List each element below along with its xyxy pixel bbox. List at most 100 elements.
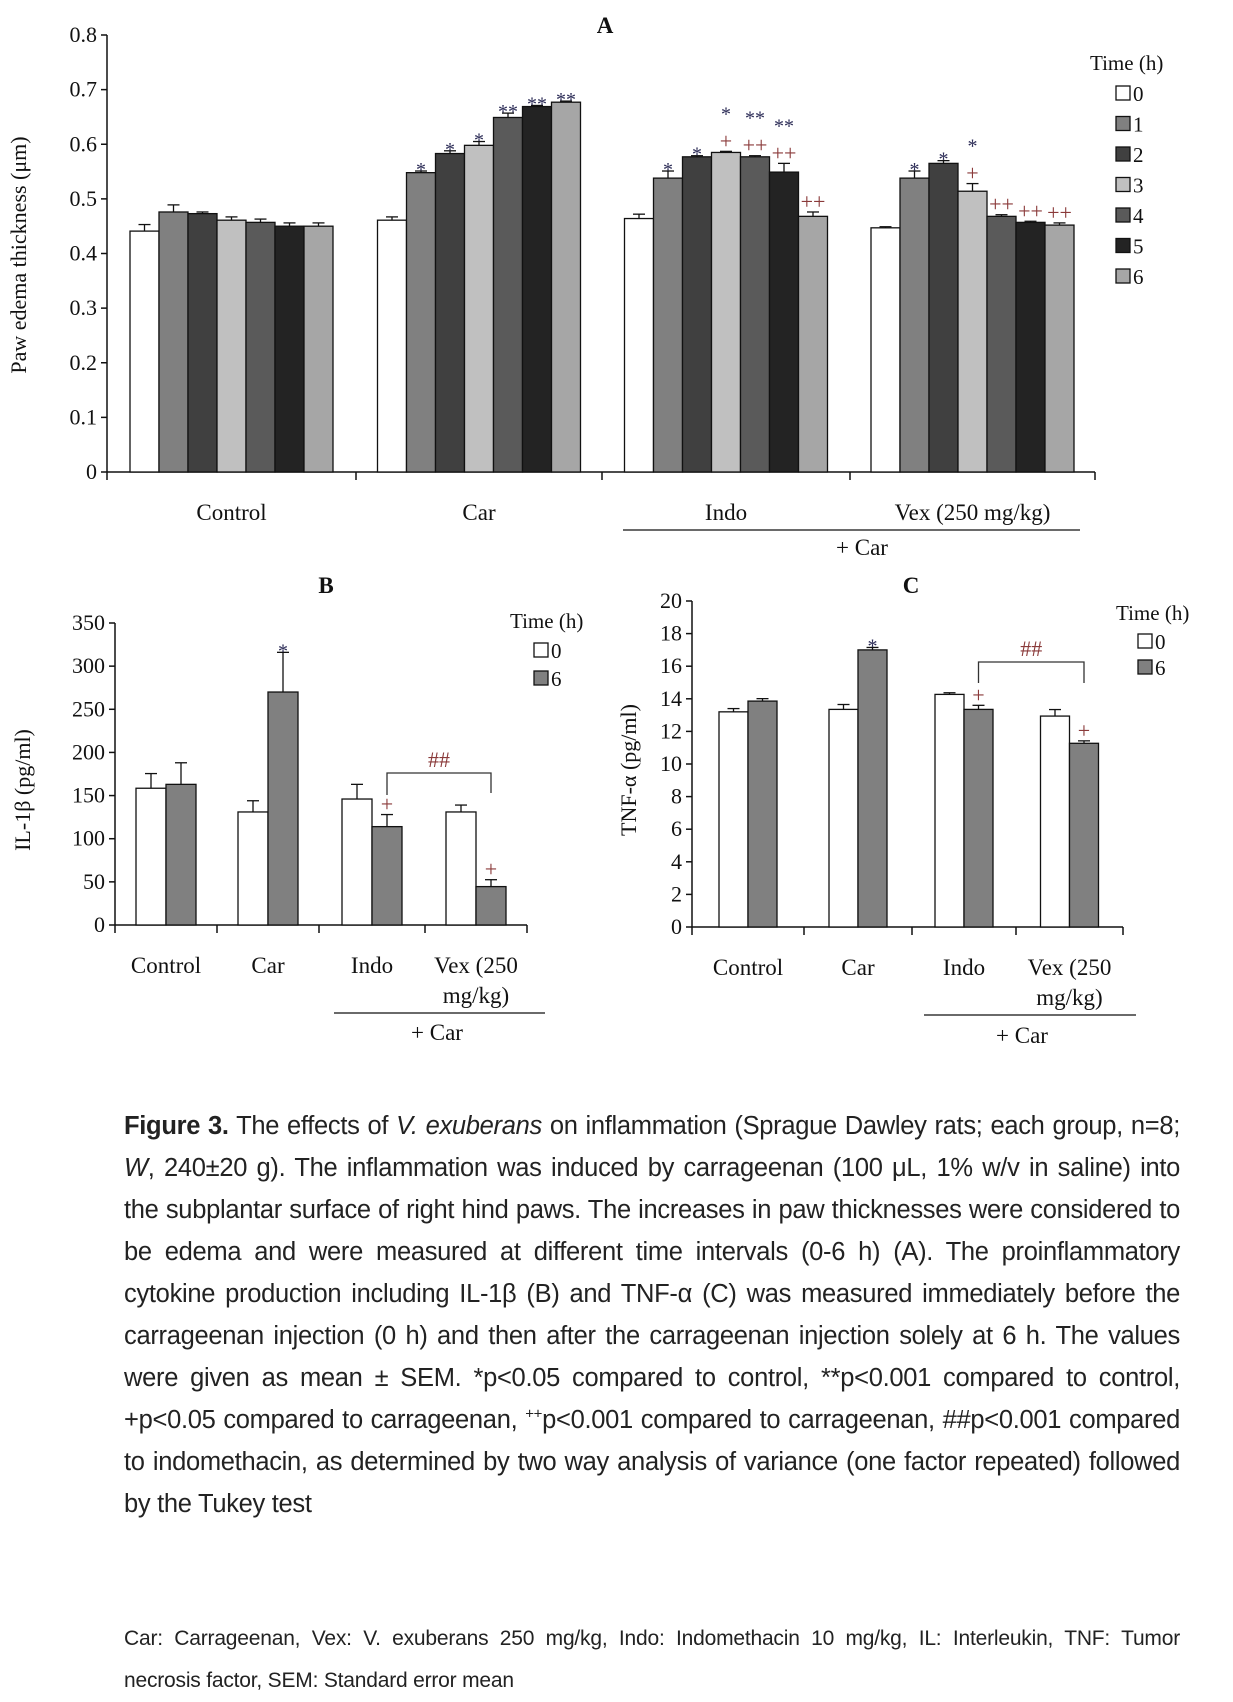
- legend: Time (h)06: [510, 609, 583, 691]
- y-tick-label: 0.3: [70, 295, 98, 320]
- y-tick-label: 8: [671, 784, 682, 809]
- group-label: + Car: [411, 1020, 463, 1045]
- y-tick-label: 0.5: [70, 186, 98, 211]
- bracket-label: ##: [428, 747, 450, 772]
- bar: [521, 105, 553, 473]
- y-axis-label: TNF-α (pg/ml): [616, 704, 641, 836]
- legend-label: 6: [551, 667, 562, 691]
- y-tick-label: 0.8: [70, 22, 98, 47]
- bracket-label: ##: [1020, 636, 1042, 661]
- y-tick-label: 6: [671, 816, 682, 841]
- figure-charts: A Paw edema thickness (μm) 0 0.1 0.2 0.3 0.4 0.…: [6, 13, 1189, 1048]
- bar: [135, 787, 167, 926]
- bar: [475, 885, 507, 926]
- y-tick-label: 200: [72, 739, 105, 764]
- legend-label: 0: [551, 639, 562, 663]
- bar: [928, 162, 959, 473]
- y-tick-label: 0: [671, 914, 682, 939]
- caption-weight-symbol: W: [124, 1154, 148, 1182]
- category-label: Indo: [943, 955, 985, 980]
- y-tick-label: 14: [660, 686, 682, 711]
- significance-plus: ++: [772, 140, 797, 165]
- y-tick-label: 4: [671, 849, 682, 874]
- legend-title: Time (h): [1116, 601, 1189, 625]
- category-label: Control: [131, 953, 201, 978]
- bar: [681, 156, 713, 473]
- legend-swatch: [1137, 633, 1153, 649]
- legend-title: Time (h): [1090, 51, 1163, 75]
- significance-plus: +: [720, 128, 732, 153]
- legend-swatch: [1137, 659, 1153, 675]
- legend-label: 4: [1133, 204, 1144, 228]
- y-tick-label: 0.1: [70, 404, 98, 429]
- significance-star: **: [745, 108, 765, 130]
- bar: [957, 190, 988, 473]
- legend-swatch: [1115, 146, 1131, 162]
- legend-label: 6: [1155, 656, 1166, 680]
- significance-star: *: [278, 640, 288, 662]
- bar: [747, 700, 778, 928]
- bar: [216, 219, 247, 473]
- bar: [129, 230, 160, 473]
- legend-swatch: [1115, 207, 1131, 223]
- category-label: Vex (250: [1028, 955, 1112, 980]
- bar: [445, 811, 477, 926]
- y-tick-label: 0.6: [70, 131, 98, 156]
- bar: [797, 215, 829, 473]
- category-label: Vex (250: [434, 953, 518, 978]
- bar: [492, 116, 524, 473]
- significance-star: **: [774, 115, 794, 137]
- y-tick-label: 2: [671, 881, 682, 906]
- bar: [1039, 715, 1071, 928]
- legend: Time (h) 0 1 2 3 4 5 6: [1090, 51, 1163, 289]
- category-label: mg/kg): [443, 983, 509, 1008]
- figure-caption: Figure 3. The effects of V. exuberans on…: [124, 1105, 1180, 1525]
- bar: [463, 144, 495, 473]
- significance-plus: +: [381, 792, 393, 817]
- legend-label: 3: [1133, 174, 1144, 198]
- bar: [1068, 742, 1100, 928]
- y-tick-label: 350: [72, 610, 105, 635]
- bar: [623, 217, 655, 473]
- y-tick-label: 300: [72, 653, 105, 678]
- y-tick-label: 50: [83, 869, 105, 894]
- category-label: mg/kg): [1036, 985, 1102, 1010]
- bar: [739, 156, 771, 473]
- panel-title: C: [903, 573, 920, 598]
- category-label: Control: [196, 500, 266, 525]
- category-label: Car: [462, 500, 496, 525]
- legend: Time (h) 06: [1116, 601, 1189, 680]
- caption-text: , 240±20 g). The inflammation was induce…: [124, 1154, 1180, 1434]
- bar: [274, 225, 305, 473]
- significance-star: *: [968, 136, 978, 158]
- significance-star: *: [868, 635, 878, 657]
- caption-label: Figure 3.: [124, 1112, 229, 1140]
- bar: [376, 219, 408, 473]
- significance-star: **: [556, 89, 576, 111]
- significance-star: *: [663, 159, 673, 181]
- bar: [267, 691, 299, 926]
- bar: [405, 172, 437, 473]
- y-tick-label: 150: [72, 783, 105, 808]
- bar: [1015, 221, 1046, 473]
- y-tick-label: 100: [72, 826, 105, 851]
- bar: [857, 649, 888, 928]
- legend-swatch: [1115, 268, 1131, 284]
- legend-label: 2: [1133, 143, 1144, 167]
- bar: [934, 693, 965, 928]
- y-tick-label: 250: [72, 696, 105, 721]
- significance-star: *: [939, 149, 949, 171]
- category-label: Indo: [705, 500, 747, 525]
- category-label: Indo: [351, 953, 393, 978]
- category-label: Control: [713, 955, 783, 980]
- significance-plus: ++: [1018, 198, 1043, 223]
- bar: [768, 171, 800, 473]
- y-tick-label: 0.2: [70, 350, 98, 375]
- significance-star: *: [692, 144, 702, 166]
- comparison-bracket: [977, 661, 1085, 683]
- category-label: Car: [251, 953, 285, 978]
- legend-label: 0: [1155, 630, 1166, 654]
- bar: [870, 227, 901, 473]
- caption-text: on inflammation (Sprague Dawley rats; ea…: [541, 1112, 1180, 1140]
- bar: [710, 151, 742, 473]
